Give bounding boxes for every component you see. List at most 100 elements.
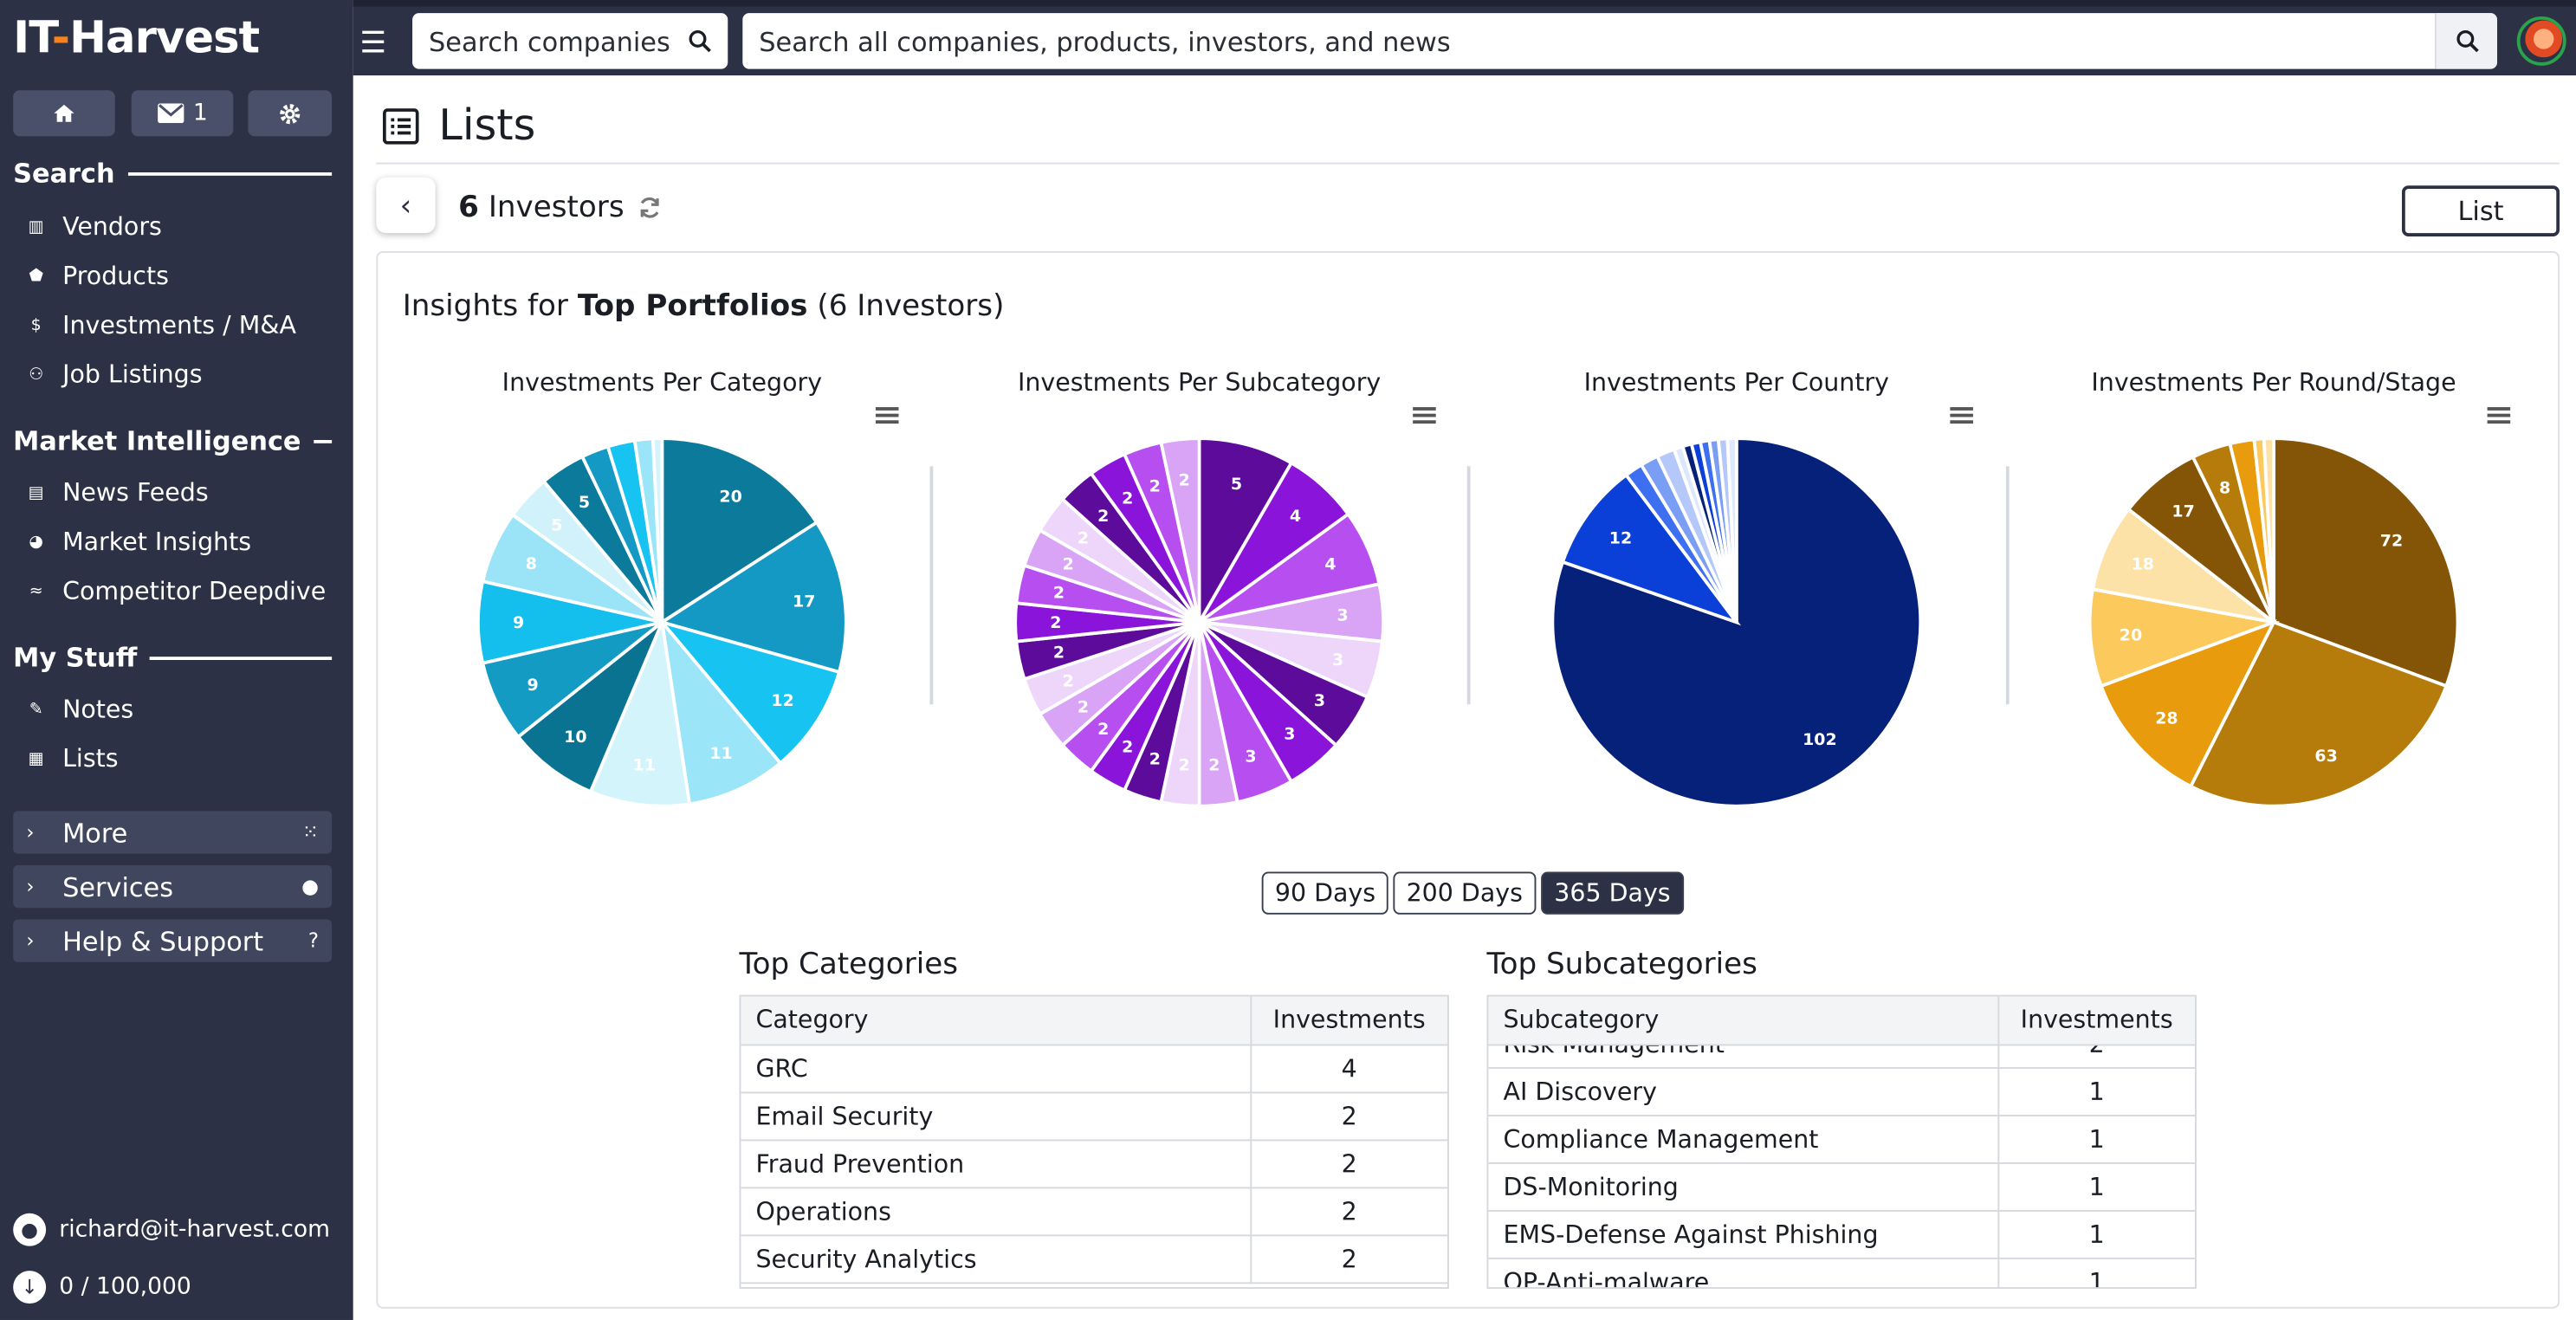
notes-icon: ✎ <box>29 700 43 719</box>
table-row[interactable]: AI Discovery 1 <box>1488 1068 2195 1116</box>
pie-slice[interactable] <box>657 618 842 766</box>
pie-slice[interactable] <box>2099 618 2277 789</box>
top-subcategories-table: Subcategory Investments Risk Management2… <box>1486 994 2197 1289</box>
pie-data-label: 2 <box>1208 756 1220 775</box>
nav-notes[interactable]: ✎ Notes <box>26 691 133 728</box>
pie-slice[interactable] <box>588 616 692 808</box>
chart-menu-icon[interactable] <box>875 407 899 424</box>
top-subcategories-title: Top Subcategories <box>1486 947 1757 982</box>
list-icon: ▦ <box>28 749 44 768</box>
pie-slice[interactable] <box>1159 437 1201 623</box>
pie-data-label: 2 <box>1122 489 1133 508</box>
insights-heading: Insights for Top Portfolios (6 Investors… <box>402 288 1005 324</box>
table-cell-name: DS-Monitoring <box>1488 1162 1999 1212</box>
messages-button[interactable]: 1 <box>131 90 234 137</box>
table-row[interactable]: DS-Monitoring 1 <box>1488 1162 2195 1212</box>
help-icon: ? <box>307 929 319 953</box>
nav-products[interactable]: ⬟ Products <box>26 258 169 294</box>
menu-collapse-icon[interactable]: ☰ <box>359 26 386 61</box>
pie-slice[interactable] <box>1197 437 1294 629</box>
range-365-days-button[interactable]: 365 Days <box>1541 871 1684 915</box>
top-categories-table: Category Investments GRC 4 Email Security 2… <box>739 994 1449 1289</box>
nav-job-listings[interactable]: ⚇ Job Listings <box>26 356 202 392</box>
pie-data-label: 63 <box>2314 747 2337 766</box>
pie-slice[interactable] <box>660 437 819 625</box>
table-scroll-area[interactable]: Risk Management2AI Discovery1Compliance … <box>1488 1045 2195 1288</box>
column-header-subcategory[interactable]: Subcategory <box>1488 996 1999 1045</box>
table-row[interactable]: Compliance Management 1 <box>1488 1115 2195 1164</box>
home-button[interactable] <box>13 90 115 137</box>
chart-menu-icon[interactable] <box>1950 407 1973 424</box>
pie-data-label: 2 <box>1078 529 1089 548</box>
services-menu[interactable]: › Services ● <box>13 864 333 909</box>
range-200-days-button[interactable]: 200 Days <box>1393 871 1537 915</box>
pie-data-label: 4 <box>1290 507 1301 526</box>
list-view-button[interactable]: List <box>2401 185 2560 236</box>
pie-slice[interactable] <box>2272 437 2460 689</box>
search-companies-input[interactable]: Search companies <box>412 13 728 69</box>
table-row[interactable]: Security Analytics 2 <box>741 1234 1447 1284</box>
pie-slice[interactable] <box>2262 437 2275 623</box>
download-quota: ↓ 0 / 100,000 <box>13 1271 191 1304</box>
pie-data-label: 9 <box>513 613 524 632</box>
column-header-investments[interactable]: Investments <box>1997 996 2195 1045</box>
range-90-days-button[interactable]: 90 Days <box>1261 871 1389 915</box>
pie-data-label: 17 <box>793 592 815 611</box>
pie-data-label: 2 <box>1063 671 1074 690</box>
nav-lists[interactable]: ▦ Lists <box>26 741 119 777</box>
pie-slice[interactable] <box>650 437 664 623</box>
mail-icon <box>157 103 184 124</box>
table-row[interactable]: Risk Management2 <box>1488 1045 2195 1069</box>
nav-news-feeds[interactable]: ▤ News Feeds <box>26 475 209 511</box>
chevron-right-icon: › <box>26 875 35 898</box>
table-row[interactable]: GRC 4 <box>741 1044 1447 1093</box>
pie-slice[interactable] <box>659 617 783 806</box>
user-icon: ● <box>13 1213 47 1246</box>
avatar[interactable] <box>2516 16 2566 66</box>
table-row[interactable]: Operations 2 <box>741 1187 1447 1236</box>
table-cell-count: 1 <box>1997 1115 2195 1164</box>
pie-chart-icon: ◕ <box>29 533 43 551</box>
brand-logo[interactable]: IT-Harvest <box>13 13 260 64</box>
nav-competitor-deepdive[interactable]: ≈ Competitor Deepdive <box>26 573 327 610</box>
nav-market-insights[interactable]: ◕ Market Insights <box>26 524 251 560</box>
table-row[interactable]: Email Security 2 <box>741 1091 1447 1141</box>
pie-data-label: 5 <box>551 515 562 534</box>
more-menu[interactable]: › More ⁙ <box>13 811 333 854</box>
shield-icon: ⬟ <box>29 267 43 285</box>
pie-data-label: 9 <box>527 676 538 695</box>
nav-investments[interactable]: $ Investments / M&A <box>26 307 296 343</box>
pie-slice[interactable] <box>1725 437 1738 623</box>
top-categories-title: Top Categories <box>739 947 959 982</box>
pie-slice[interactable] <box>1560 472 1742 626</box>
home-icon <box>54 104 74 122</box>
user-account[interactable]: ● richard@it-harvest.com <box>13 1213 330 1246</box>
help-support-menu[interactable]: › Help & Support? <box>13 919 333 962</box>
section-my-stuff-heading: My Stuff <box>13 642 333 673</box>
table-row[interactable]: EMS-Defense Against Phishing 1 <box>1488 1210 2195 1259</box>
table-cell-name: Operations <box>741 1187 1252 1236</box>
table-row[interactable]: Fraud Prevention 2 <box>741 1139 1447 1188</box>
nav-vendors[interactable]: ▥ Vendors <box>26 209 162 245</box>
table-row[interactable]: OP-Anti-malware 1 <box>1488 1258 2195 1288</box>
pie-slice[interactable] <box>515 620 664 794</box>
pie-data-label: 2 <box>1053 643 1065 662</box>
table-cell-name: Email Security <box>741 1091 1252 1141</box>
column-header-investments[interactable]: Investments <box>1250 996 1447 1045</box>
back-button[interactable]: ‹ <box>376 177 436 234</box>
table-cell-count: 2 <box>1997 1045 2195 1069</box>
pie-slice[interactable] <box>2188 620 2449 808</box>
column-header-category[interactable]: Category <box>741 996 1252 1045</box>
refresh-icon[interactable] <box>638 196 662 220</box>
pie-slice[interactable] <box>2090 507 2275 624</box>
pie-chart: 20 17 12 11 11 10 9 9 8 55 <box>476 437 848 808</box>
chart-menu-icon[interactable] <box>2487 407 2511 424</box>
pie-slice[interactable] <box>1550 437 1923 808</box>
chart-menu-icon[interactable] <box>1413 407 1436 424</box>
download-icon: ↓ <box>13 1271 47 1304</box>
global-search-button[interactable] <box>2434 13 2497 69</box>
chevron-right-icon: › <box>26 929 35 953</box>
settings-button[interactable] <box>248 90 333 137</box>
pie-slice[interactable] <box>2087 587 2281 689</box>
global-search-input[interactable]: Search all companies, products, investor… <box>742 13 2497 69</box>
